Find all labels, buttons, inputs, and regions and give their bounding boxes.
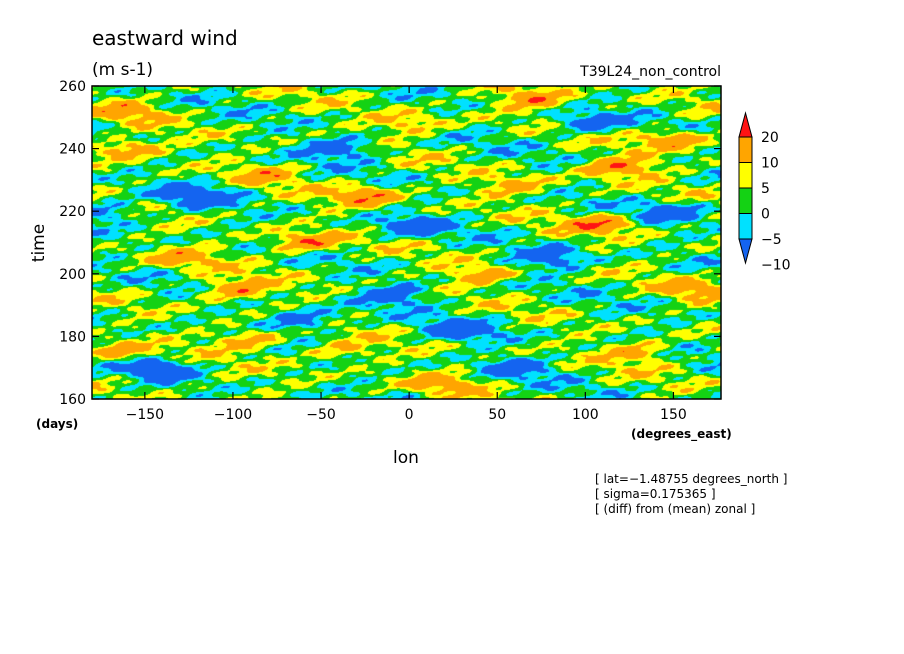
colorbar-extend-low [738,238,753,265]
chart-units: (m s-1) [92,60,153,80]
x-tick-label: 50 [488,407,506,423]
colorbar-label: 5 [761,181,770,197]
x-tick-label: 0 [405,407,414,423]
y-tick-label: 200 [59,267,86,283]
x-axis-label: lon [393,448,419,468]
colorbar-label: 10 [761,156,779,172]
colorbar-box [738,136,753,163]
plot-frame [91,85,722,400]
x-axis-units: (degrees_east) [631,427,732,442]
x-tick-label: −50 [306,407,336,423]
x-tick-label: 150 [660,407,687,423]
x-tick-label: −150 [126,407,164,423]
heatmap-raster [92,86,721,399]
chart-title: eastward wind [92,26,238,50]
y-tick-label: 240 [59,142,86,158]
experiment-label: T39L24_non_control [579,64,721,80]
colorbar-label: 0 [761,207,770,223]
colorbar-box [738,162,753,189]
y-tick-label: 220 [59,204,86,220]
y-tick-label: 160 [59,392,86,408]
colorbar-label: −5 [761,232,782,248]
axes: −150 −100 −50 0 50 100 150 160 180 200 220 240 260 [59,79,721,423]
x-tick-label: 100 [572,407,599,423]
y-tick-label: 260 [59,79,86,95]
colorbar-extend-high [738,111,753,138]
colorbar-box [738,187,753,214]
y-tick-label: 180 [59,329,86,345]
info-diff: [ (diff) from (mean) zonal ] [595,502,755,516]
colorbar-label: −10 [761,258,791,274]
colorbar-box [738,213,753,240]
plot-area [91,85,722,400]
info-lat: [ lat=−1.48755 degrees_north ] [595,472,787,486]
colorbar: 20 10 5 0 −5 −10 [738,111,791,274]
y-axis-units: (days) [36,417,78,431]
colorbar-label: 20 [761,130,779,146]
info-sigma: [ sigma=0.175365 ] [595,487,716,501]
x-tick-label: −100 [214,407,252,423]
y-axis-label: time [29,224,49,262]
